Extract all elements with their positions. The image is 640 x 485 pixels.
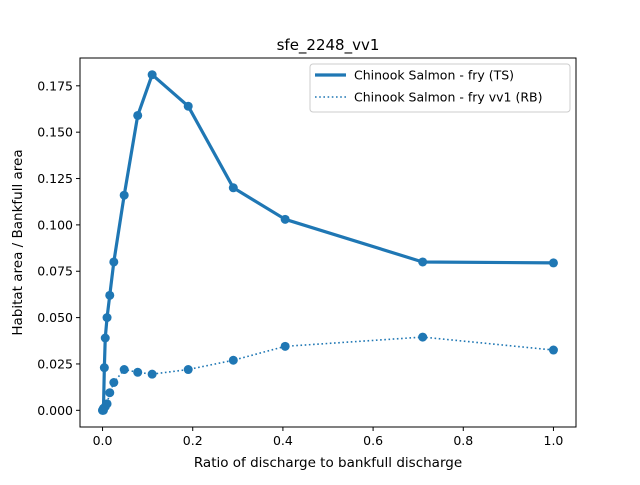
data-point-ts (133, 110, 143, 120)
data-point-ts (280, 214, 290, 224)
x-tick-label: 0.6 (363, 433, 383, 448)
data-point-rb (548, 345, 558, 355)
data-point-ts (99, 363, 109, 373)
y-tick-label: 0.000 (37, 403, 73, 418)
data-point-rb (147, 369, 157, 379)
data-point-rb (228, 355, 238, 365)
data-point-rb (183, 365, 193, 375)
data-point-rb (119, 365, 129, 375)
y-tick-label: 0.075 (37, 264, 73, 279)
y-axis-ticks: 0.000 0.025 0.050 0.075 0.100 0.125 0.150 0.175 (37, 78, 80, 418)
y-tick-label: 0.100 (37, 217, 73, 232)
data-point-rb (105, 388, 115, 398)
x-tick-label: 0.4 (273, 433, 293, 448)
y-tick-label: 0.150 (37, 125, 73, 140)
data-point-rb (418, 332, 428, 342)
data-point-ts (147, 70, 157, 80)
x-tick-label: 0.2 (183, 433, 203, 448)
data-point-ts (183, 101, 193, 111)
data-point-rb (280, 341, 290, 351)
data-point-ts (228, 183, 238, 193)
data-point-ts (548, 258, 558, 268)
legend: Chinook Salmon - fry (TS) Chinook Salmon… (309, 63, 571, 113)
data-point-ts (102, 313, 112, 323)
legend-frame (309, 63, 571, 113)
data-point-ts (109, 257, 119, 267)
x-axis-ticks: 0.0 0.2 0.4 0.6 0.8 1.0 (93, 427, 564, 448)
x-tick-label: 0.0 (93, 433, 113, 448)
chart-title: sfe_2248_vv1 (277, 36, 380, 55)
x-axis-label: Ratio of discharge to bankfull discharge (194, 455, 462, 471)
x-tick-label: 0.8 (453, 433, 473, 448)
data-point-ts (418, 257, 428, 267)
y-tick-label: 0.125 (37, 171, 73, 186)
y-tick-label: 0.175 (37, 78, 73, 93)
y-tick-label: 0.025 (37, 356, 73, 371)
data-point-rb (102, 399, 112, 409)
x-tick-label: 1.0 (544, 433, 564, 448)
data-point-rb (109, 377, 119, 387)
data-point-ts (119, 190, 129, 200)
data-point-ts (105, 290, 115, 300)
data-point-ts (100, 333, 110, 343)
plot-frame (79, 57, 577, 428)
y-tick-label: 0.050 (37, 310, 73, 325)
legend-label-rb: Chinook Salmon - fry vv1 (RB) (354, 90, 542, 105)
series-layer (98, 70, 558, 415)
legend-label-ts: Chinook Salmon - fry (TS) (354, 68, 514, 83)
y-axis-label: Habitat area / Bankfull area (10, 149, 26, 335)
data-point-rb (133, 367, 143, 377)
